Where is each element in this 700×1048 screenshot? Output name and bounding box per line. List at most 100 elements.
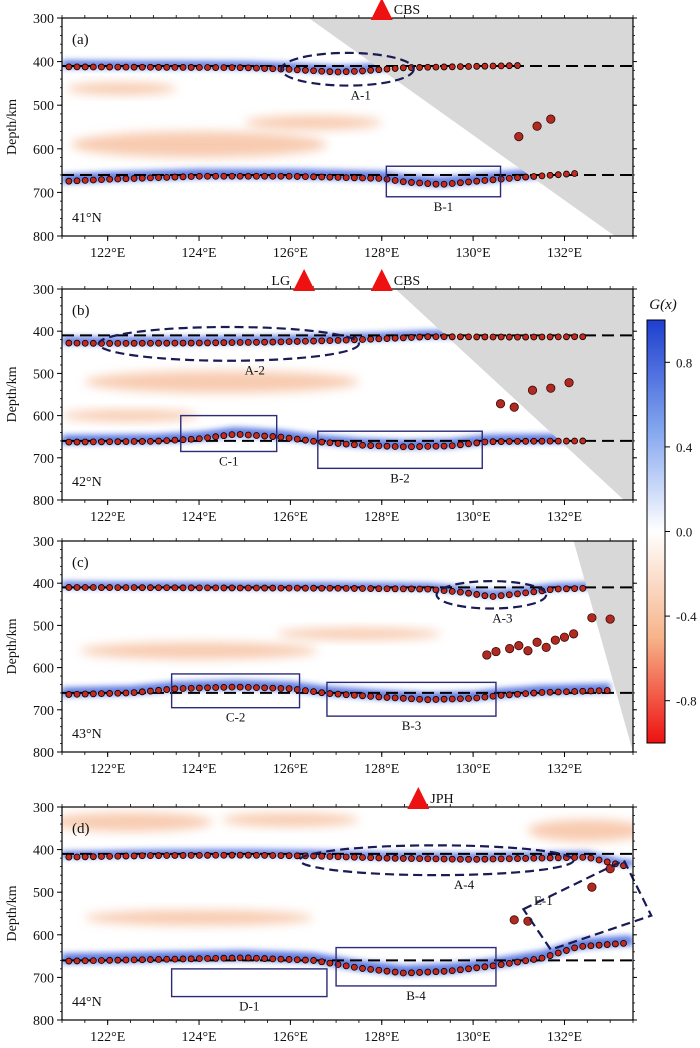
d410-trace-point [81,63,89,71]
d410-trace-point [138,63,146,71]
d410-trace-point [334,853,342,861]
d660-trace-point [285,685,293,693]
d660-trace-point [155,956,162,963]
d660-trace-point [212,172,220,180]
anomaly-positive-velocity [276,627,442,640]
d660-trace-point [187,684,195,692]
d660-trace-point [448,442,456,450]
d660-trace-point [432,968,440,976]
d660-trace-point [538,172,546,180]
d410-trace-point [383,854,391,862]
d410-trace-point [179,339,187,347]
d410-trace-point [408,855,415,862]
d410-trace-point [571,854,578,861]
d410-trace-point [375,66,383,74]
d410-trace-point [122,63,130,71]
d410-trace-point [489,593,497,600]
d660-trace-point [236,683,244,691]
d660-trace-point [473,439,481,447]
d410-trace-point [261,584,269,592]
d660-trace-point [350,441,358,449]
y-tick-label: 300 [33,12,54,27]
d660-trace-point [399,969,407,977]
d660-trace-point [89,176,97,184]
d410-trace-point [514,333,521,341]
x-tick-label: 126°E [273,762,308,777]
d660-trace-point [571,688,578,695]
panel-a: A-1 B-1 300 400 500 600 700 800 122°E 124°E 126°E 1… [5,0,637,261]
d410-trace-point [424,585,432,593]
d410-trace-point [481,592,489,600]
d410-trace-point [514,590,521,598]
d410-trace-point [416,585,424,593]
d660-trace-point [269,684,277,692]
d410-trace-point [408,334,415,341]
d410-trace-point [399,334,407,342]
d660-trace-point [359,692,366,700]
d660-trace-point [603,941,611,948]
d660-trace-point [473,694,481,702]
d410-trace-point [448,587,456,595]
d660-trace-point [171,955,179,963]
d660-trace-point [253,432,260,439]
d660-trace-point [122,175,130,183]
d660-trace-point [220,954,228,962]
annotation-label: B-3 [402,718,422,733]
d410-trace-point [497,333,505,341]
d660-trace-point [204,172,211,180]
d410-trace-point [481,62,489,70]
d410-trace-point [195,339,203,347]
d410-trace-point [253,851,260,859]
x-tick-label: 124°E [181,246,216,261]
d410-trace-point [440,63,448,71]
d410-trace-point [522,589,530,597]
d660-trace-point [375,966,383,974]
earthquake-marker [505,644,515,654]
y-tick-label: 500 [33,619,54,634]
d660-trace-point [554,437,562,445]
d660-trace-point [514,958,521,966]
d660-trace-point [138,956,146,964]
annotation-label: B-4 [406,988,426,1003]
d660-trace-point [489,692,497,700]
colorbar-label: G(x) [649,297,676,313]
d410-trace-point [416,333,424,341]
y-tick-label: 600 [33,662,54,677]
d660-trace-point [81,690,89,698]
d660-trace-point [579,437,587,445]
d660-trace-point [163,173,171,181]
d410-trace-point [481,855,489,863]
station-marker [370,269,393,291]
d660-trace-point [530,956,538,963]
d410-trace-point [261,65,269,72]
d410-trace-point [253,338,260,346]
d410-trace-point [563,333,570,341]
d660-trace-point [244,431,252,439]
d660-trace-point [399,178,407,186]
d410-trace-point [171,584,179,592]
d410-trace-point [579,584,587,592]
d410-trace-point [89,853,97,861]
d410-trace-point [122,852,130,860]
d660-trace-point [98,957,105,964]
annotation-ellipse-a-3 [435,579,548,610]
panel-c: A-3 C-2 B-3 300 400 500 600 700 800 122°E 124°E 126… [5,535,637,777]
d410-trace-point [579,853,587,861]
d660-trace-point [98,690,105,698]
d410-trace-point [89,584,97,591]
d660-trace-point [408,695,415,703]
d660-trace-point [81,957,89,965]
y-axis-label: Depth/km [5,885,20,941]
y-tick-label: 600 [33,143,54,158]
d410-trace-point [155,584,162,592]
d410-trace-point [155,63,162,71]
d660-trace-point [261,432,269,440]
d660-trace-point [522,437,530,445]
d660-trace-point [310,437,317,445]
d660-trace-point [546,171,554,179]
colorbar-tick-label: 0.8 [676,355,692,370]
d410-trace-point [367,854,375,862]
d660-trace-point [465,178,472,186]
y-tick-label: 700 [33,704,54,719]
